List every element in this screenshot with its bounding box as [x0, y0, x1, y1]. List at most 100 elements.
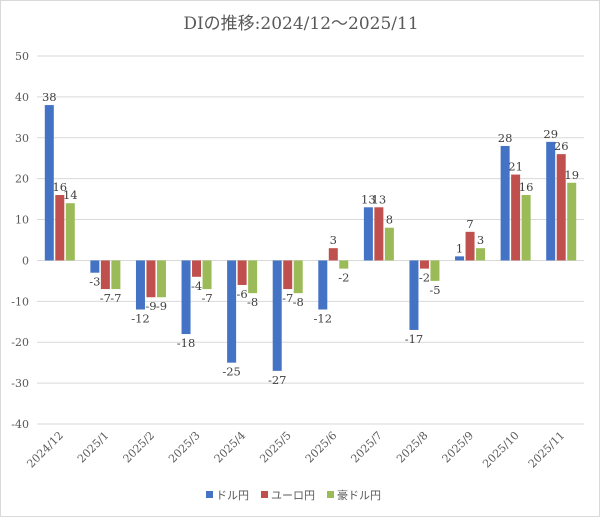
bar-1	[272, 260, 282, 371]
data-label: 13	[361, 192, 376, 206]
data-label: -27	[268, 373, 287, 387]
y-tick-label: -30	[11, 377, 29, 390]
y-tick-label: 40	[15, 91, 29, 104]
x-tick-label: 2025/1	[75, 429, 112, 466]
data-label: -7	[201, 291, 212, 305]
data-label: -9	[145, 299, 156, 313]
data-label: -3	[89, 275, 100, 289]
x-tick-label: 2025/10	[480, 429, 522, 471]
x-tick-label: 2025/4	[212, 429, 249, 466]
x-tick-label: 2025/11	[526, 429, 568, 471]
bar-2	[556, 154, 566, 261]
bar-2	[100, 260, 110, 290]
x-tick-label: 2025/6	[303, 429, 340, 466]
data-label: -8	[293, 295, 304, 309]
data-label: 26	[554, 139, 569, 153]
data-label: -18	[177, 336, 196, 350]
data-label: 3	[477, 233, 484, 247]
bar-2	[283, 260, 293, 290]
bar-1	[500, 145, 510, 261]
bar-2	[192, 260, 202, 277]
bar-1	[455, 256, 465, 261]
bar-1	[363, 207, 373, 261]
data-label: -6	[237, 287, 248, 301]
data-label: 21	[508, 160, 523, 174]
bar-3	[430, 260, 440, 281]
data-label: -4	[191, 279, 202, 293]
bar-2	[511, 174, 521, 261]
bar-2	[237, 260, 247, 285]
bar-1	[409, 260, 419, 330]
data-label: -9	[156, 299, 167, 313]
bar-1	[318, 260, 328, 310]
bar-3	[567, 182, 577, 261]
data-label: 8	[386, 213, 393, 227]
bar-2	[419, 260, 429, 269]
data-label: 29	[543, 127, 558, 141]
legend-swatch	[327, 491, 334, 498]
data-label: -7	[282, 291, 293, 305]
y-tick-label: 50	[15, 50, 29, 63]
bar-1	[546, 141, 556, 261]
data-label: -5	[429, 283, 440, 297]
bar-3	[521, 195, 531, 261]
bar-2	[465, 231, 475, 261]
bar-1	[90, 260, 100, 273]
x-tick-label: 2025/2	[121, 429, 158, 466]
chart-title: DIの推移:2024/12～2025/11	[183, 14, 418, 34]
x-tick-label: 2025/3	[166, 429, 203, 466]
bar-3	[384, 227, 394, 261]
legend-label: ユーロ円	[271, 489, 315, 502]
data-label: -8	[247, 295, 258, 309]
bar-3	[293, 260, 303, 294]
bar-2	[146, 260, 156, 298]
data-label: 1	[456, 241, 463, 255]
data-label: -7	[100, 291, 111, 305]
bar-2	[374, 207, 384, 261]
data-label: 28	[498, 131, 513, 145]
bar-2	[55, 195, 65, 261]
data-label: 16	[52, 180, 67, 194]
legend-label: ドル円	[216, 489, 249, 502]
data-label: -12	[131, 312, 150, 326]
y-tick-label: 30	[15, 132, 29, 145]
x-tick-label: 2025/9	[440, 429, 477, 466]
y-tick-label: 10	[15, 214, 29, 227]
data-label: 19	[564, 168, 579, 182]
data-label: -7	[110, 291, 121, 305]
data-label: -17	[405, 332, 424, 346]
y-tick-label: -40	[11, 418, 29, 431]
x-tick-label: 2025/7	[348, 429, 385, 466]
bar-3	[476, 248, 486, 261]
legend-label: 豪ドル円	[337, 488, 381, 502]
bar-3	[339, 260, 349, 269]
x-tick-label: 2025/5	[257, 429, 294, 466]
bar-1	[181, 260, 191, 335]
data-label: 13	[372, 192, 387, 206]
x-tick-label: 2024/12	[24, 429, 66, 471]
legend-swatch	[261, 491, 268, 498]
data-label: 14	[63, 188, 78, 202]
bar-2	[328, 248, 338, 261]
bar-1	[227, 260, 237, 363]
bar-3	[65, 203, 75, 261]
bar-3	[202, 260, 212, 290]
data-label: -2	[338, 271, 349, 285]
legend-swatch	[206, 491, 213, 498]
bar-1	[135, 260, 145, 310]
y-tick-label: -20	[11, 336, 29, 349]
bar-3	[156, 260, 166, 298]
data-label: 16	[519, 180, 534, 194]
bar-1	[44, 105, 54, 261]
data-label: -12	[314, 312, 333, 326]
data-label: -2	[419, 271, 430, 285]
y-tick-label: 0	[22, 254, 29, 267]
data-label: 3	[330, 233, 337, 247]
x-tick-label: 2025/8	[394, 429, 431, 466]
y-tick-label: -10	[11, 295, 29, 308]
data-label: 38	[42, 90, 57, 104]
bar-3	[248, 260, 258, 294]
data-label: 7	[466, 217, 473, 231]
